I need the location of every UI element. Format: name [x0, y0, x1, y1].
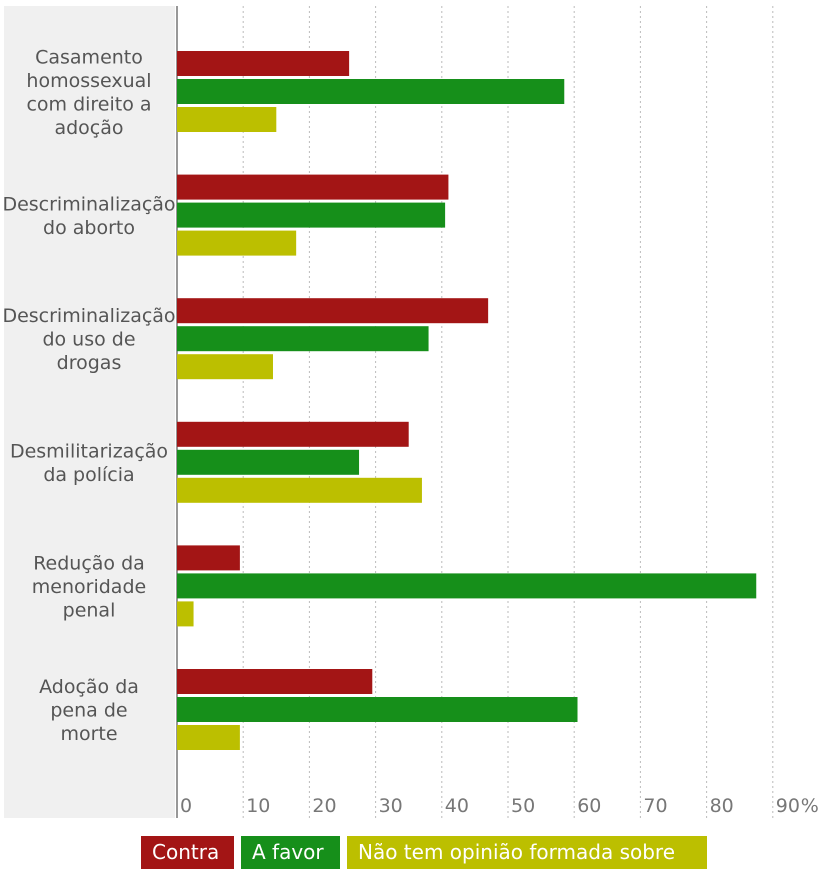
- category-label: drogas: [57, 352, 122, 374]
- bar: [177, 601, 194, 627]
- bar: [177, 421, 409, 447]
- bar: [177, 202, 446, 228]
- x-tick-label: 10: [246, 795, 270, 817]
- category-label: penal: [63, 599, 116, 621]
- x-tick-label: 50: [511, 795, 535, 817]
- category-label: Casamento: [35, 46, 143, 68]
- bar: [177, 725, 240, 750]
- category-label: morte: [60, 723, 117, 745]
- bars: [177, 51, 757, 750]
- bar: [177, 669, 373, 694]
- x-tick-label: 0: [180, 795, 192, 817]
- category-label: menoridade: [32, 576, 146, 598]
- legend-item-contra: Contra: [141, 836, 234, 869]
- bar: [177, 354, 273, 380]
- category-label: do uso de: [42, 329, 135, 351]
- x-tick-label: 30: [379, 795, 403, 817]
- legend: Contra A favor Não tem opinião formada s…: [0, 836, 822, 870]
- bar: [177, 230, 297, 256]
- category-label: adoção: [54, 117, 123, 139]
- label-panel: [4, 6, 175, 818]
- x-tick-label: 90: [776, 795, 800, 817]
- category-label: Redução da: [33, 552, 145, 574]
- bar: [177, 79, 565, 104]
- bar: [177, 449, 360, 475]
- category-label: homossexual: [26, 70, 151, 92]
- category-label: com direito a: [26, 93, 151, 115]
- x-tick-labels: 0 10 20 30 40 50 60 70 80 90%: [180, 795, 819, 817]
- bar: [177, 697, 578, 722]
- bar: [177, 174, 449, 200]
- bar: [177, 51, 350, 76]
- category-label: Desmilitarização: [10, 441, 168, 463]
- category-label: Descriminalização: [2, 193, 175, 215]
- bar: [177, 545, 240, 571]
- bar: [177, 298, 489, 324]
- bar: [177, 107, 277, 132]
- legend-item-nao-tem-opiniao: Não tem opinião formada sobre: [347, 836, 707, 869]
- bar: [177, 326, 429, 352]
- legend-item-a-favor: A favor: [241, 836, 340, 869]
- category-label: Descriminalização: [2, 305, 175, 327]
- x-tick-label: 40: [445, 795, 469, 817]
- category-label: pena de: [50, 700, 127, 722]
- category-label: do aborto: [43, 217, 135, 239]
- category-label: Adoção da: [39, 676, 139, 698]
- bar: [177, 573, 757, 599]
- grid-lines: [242, 6, 774, 818]
- x-tick-label: 20: [312, 795, 336, 817]
- bar: [177, 477, 422, 503]
- category-label: da polícia: [43, 464, 134, 486]
- x-tick-label: 80: [710, 795, 734, 817]
- x-tick-label: 70: [643, 795, 667, 817]
- x-unit-label: %: [801, 795, 819, 817]
- x-tick-label: 60: [577, 795, 601, 817]
